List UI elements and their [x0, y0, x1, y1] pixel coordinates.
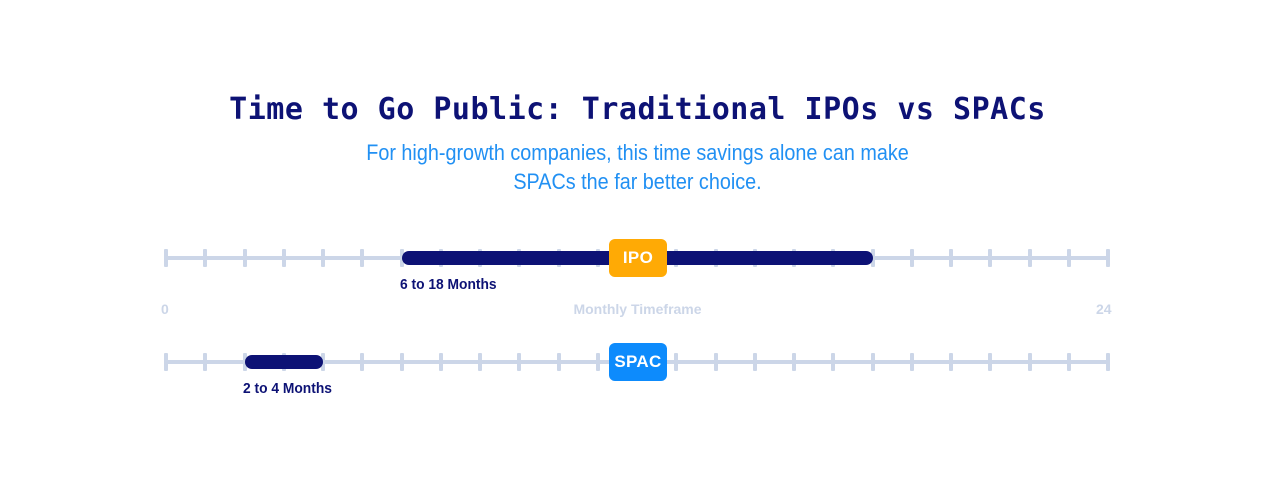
- axis-tick: [595, 353, 600, 371]
- axis-tick: [203, 249, 208, 267]
- axis-label-end: 24: [1096, 301, 1112, 317]
- axis-label-start: 0: [161, 301, 169, 317]
- axis-tick: [399, 353, 404, 371]
- axis-tick: [1066, 249, 1071, 267]
- axis-captions: 0 Monthly Timeframe 24: [0, 301, 1275, 321]
- timeline-row-spac: 2 to 4 Months SPAC: [0, 340, 1275, 397]
- axis-tick: [949, 249, 953, 267]
- axis-tick: [831, 353, 836, 371]
- axis-tick: [988, 353, 993, 371]
- badge-spac[interactable]: SPAC: [609, 343, 667, 381]
- axis-tick: [242, 249, 247, 267]
- axis-tick: [164, 249, 168, 267]
- axis-tick: [870, 249, 875, 267]
- range-bar-spac: [244, 355, 323, 369]
- subtitle-line-2: SPACs the far better choice.: [513, 169, 762, 194]
- axis-tick: [438, 353, 443, 371]
- page-title: Time to Go Public: Traditional IPOs vs S…: [229, 92, 1046, 127]
- axis-tick: [752, 353, 757, 371]
- axis-tick: [1106, 249, 1110, 267]
- axis-tick: [321, 353, 325, 371]
- axis-tick: [1027, 249, 1032, 267]
- axis-tick: [164, 353, 168, 371]
- axis-tick: [478, 353, 482, 371]
- axis-tick: [360, 353, 365, 371]
- subtitle-line-1: For high-growth companies, this time sav…: [366, 140, 909, 165]
- axis-tick: [1027, 353, 1032, 371]
- axis-tick: [674, 353, 679, 371]
- badge-ipo[interactable]: IPO: [609, 239, 667, 277]
- axis-tick: [321, 249, 325, 267]
- axis-tick: [909, 353, 914, 371]
- range-label-ipo: 6 to 18 Months: [399, 276, 497, 293]
- range-label-spac: 2 to 4 Months: [242, 380, 332, 397]
- axis-tick: [870, 353, 875, 371]
- axis-tick: [949, 353, 953, 371]
- axis-tick: [360, 249, 365, 267]
- axis-tick: [713, 353, 718, 371]
- axis-tick: [517, 353, 522, 371]
- axis-tick: [281, 249, 286, 267]
- timeline-row-ipo: 6 to 18 Months IPO: [0, 236, 1275, 293]
- page-subtitle: For high-growth companies, this time sav…: [64, 138, 1212, 196]
- axis-tick: [556, 353, 561, 371]
- axis-tick: [1066, 353, 1071, 371]
- axis-tick: [1106, 353, 1110, 371]
- axis-label-title: Monthly Timeframe: [573, 301, 702, 317]
- axis-tick: [909, 249, 914, 267]
- axis-tick: [203, 353, 208, 371]
- axis-tick: [988, 249, 993, 267]
- axis-tick: [792, 353, 796, 371]
